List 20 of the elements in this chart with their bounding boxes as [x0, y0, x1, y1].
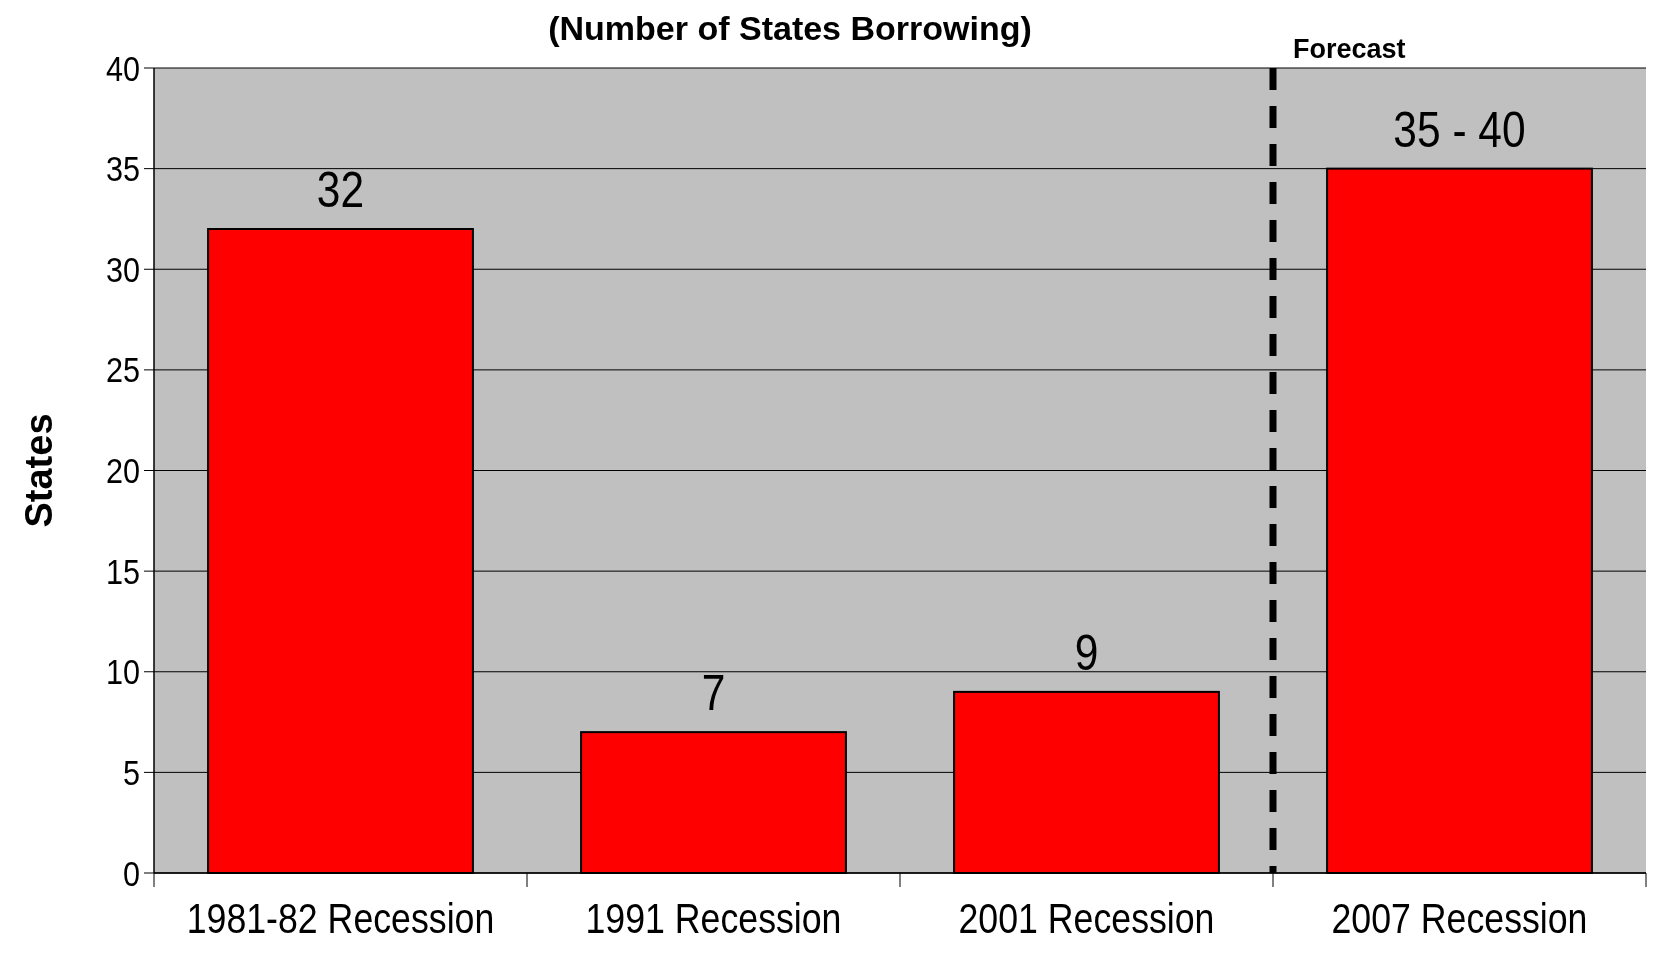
- x-tick-label: 2007 Recession: [1331, 895, 1588, 942]
- x-tick-label: 1981-82 Recession: [186, 895, 495, 942]
- y-tick-label: 15: [105, 551, 140, 592]
- x-tick-label: 2001 Recession: [958, 895, 1215, 942]
- y-tick-label: 25: [105, 350, 140, 391]
- y-tick-label: 40: [105, 48, 140, 89]
- text: Forecast: [1293, 34, 1406, 64]
- y-tick-label: 10: [105, 652, 140, 692]
- y-tick-label: 0: [122, 853, 140, 894]
- x-tick-label: 1991 Recession: [585, 895, 842, 942]
- y-tick-label: 30: [105, 249, 140, 290]
- y-tick-label: 5: [122, 752, 140, 793]
- data-label: 9: [1074, 624, 1099, 681]
- y-tick-label: 20: [105, 450, 140, 491]
- y-tick-label: 35: [105, 148, 140, 189]
- data-label: 35 - 40: [1393, 101, 1526, 158]
- data-label: 7: [701, 664, 726, 721]
- chart-title: (Number of States Borrowing): [548, 9, 1032, 47]
- data-label: 32: [316, 161, 365, 218]
- y-axis-title: States: [18, 413, 60, 528]
